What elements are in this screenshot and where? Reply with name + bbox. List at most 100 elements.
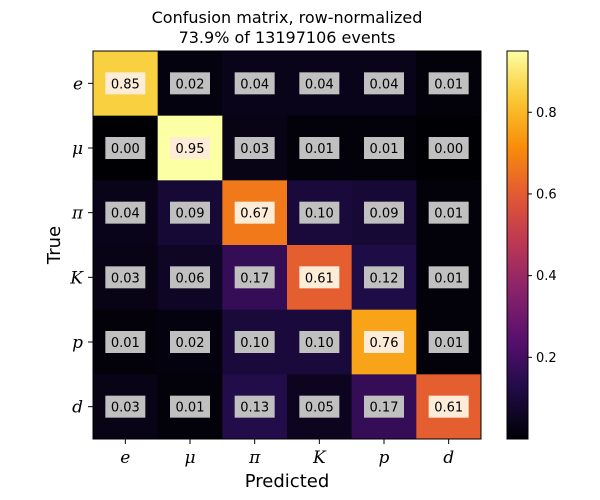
cell-value-label: 0.67	[240, 207, 269, 222]
cell-value-label: 0.02	[176, 77, 205, 92]
colorbar-tick-label: 0.8	[536, 106, 557, 121]
colorbar-tick-label: 0.6	[536, 187, 557, 202]
cell-label-box	[364, 395, 404, 418]
y-axis-label: True	[44, 226, 65, 265]
cell-value-label: 0.17	[370, 401, 399, 416]
chart-title-line2: 73.9% of 13197106 events	[179, 28, 396, 47]
cell-label-box	[299, 266, 340, 289]
cell-label-box	[364, 331, 404, 353]
cell-label-box	[428, 266, 469, 289]
cell-value-label: 0.04	[305, 77, 334, 92]
cell-value-label: 0.01	[370, 142, 399, 157]
y-tick-label: d	[72, 398, 83, 418]
cell-value-label: 0.95	[176, 142, 205, 157]
cell-value-label: 0.04	[240, 77, 269, 92]
y-tick-label: π	[71, 204, 84, 224]
cell-value-label: 0.01	[434, 207, 463, 222]
x-tick-label: K	[312, 448, 327, 468]
heatmap-cells: 0.85 0.02 0.04 0.04 0.04 0.01 0.00 0.95 0.03 0.01…	[93, 51, 482, 440]
cell-label-box	[105, 201, 146, 224]
x-tick-label: e	[120, 448, 130, 468]
cell-value-label: 0.03	[111, 401, 140, 416]
cell-label-box	[234, 72, 275, 95]
cell-label-box	[105, 266, 146, 289]
cell-label-box	[170, 331, 210, 353]
y-tick-label: μ	[72, 139, 83, 159]
cell-label-box	[170, 395, 210, 418]
cell-value-label: 0.01	[176, 401, 205, 416]
cell-value-label: 0.05	[305, 401, 334, 416]
cell-label-box	[428, 137, 469, 159]
x-tick-label: d	[443, 448, 454, 468]
x-tick-label: μ	[184, 448, 195, 468]
cell-label-box	[299, 137, 340, 159]
y-tick-labels: e μ π Kp d	[69, 74, 93, 418]
cell-value-label: 0.12	[370, 271, 399, 286]
cell-value-label: 0.10	[305, 336, 334, 351]
cell-label-box	[364, 137, 404, 159]
cell-label-box	[364, 266, 404, 289]
cell-value-label: 0.09	[176, 207, 205, 222]
plot-frame	[92, 50, 482, 440]
cell-value-label: 0.02	[176, 336, 205, 351]
x-tick-label: p	[379, 448, 390, 468]
cell-label-box	[299, 395, 340, 418]
cell-value-label: 0.01	[305, 142, 334, 157]
cell-label-box	[170, 266, 210, 289]
cell-value-label: 0.03	[240, 142, 269, 157]
cell-value-label: 0.06	[176, 271, 205, 286]
cell-value-label: 0.85	[111, 77, 140, 92]
cell-label-box	[428, 72, 469, 95]
cell-label-box	[105, 72, 146, 95]
cell-value-label: 0.13	[240, 401, 269, 416]
cell-value-label: 0.10	[240, 336, 269, 351]
cell-label-box	[234, 201, 275, 224]
x-tick-label: π	[248, 448, 261, 468]
cell-label-box	[105, 331, 146, 353]
colorbar-tick-label: 0.2	[536, 351, 557, 366]
cell-label-box	[234, 137, 275, 159]
cell-label-box	[299, 201, 340, 224]
cell-label-box	[299, 72, 340, 95]
cell-value-label: 0.01	[434, 77, 463, 92]
chart-title-line1: Confusion matrix, row-normalized	[152, 8, 423, 27]
x-axis-label: Predicted	[245, 471, 330, 492]
cell-label-box	[170, 201, 210, 224]
cell-value-label: 0.61	[434, 401, 463, 416]
cell-value-label: 0.00	[111, 142, 140, 157]
cell-value-label: 0.03	[111, 271, 140, 286]
cell-value-label: 0.01	[434, 271, 463, 286]
cell-value-label: 0.61	[305, 271, 334, 286]
y-tick-label: p	[72, 333, 83, 353]
colorbar	[506, 50, 529, 440]
colorbar-tick-label: 0.4	[536, 269, 557, 284]
cell-value-label: 0.01	[111, 336, 140, 351]
cell-label-box	[299, 331, 340, 353]
cell-label-box	[105, 137, 146, 159]
cell-label-box	[105, 395, 146, 418]
cell-value-label: 0.04	[370, 77, 399, 92]
cell-label-box	[170, 137, 210, 159]
cell-value-label: 0.17	[240, 271, 269, 286]
cell-label-box	[364, 72, 404, 95]
cell-label-box	[428, 331, 469, 353]
y-tick-label: e	[73, 74, 83, 94]
y-tick-label: K	[69, 268, 84, 288]
cell-label-box	[364, 201, 404, 224]
cell-value-label: 0.01	[434, 336, 463, 351]
cell-label-box	[428, 395, 469, 418]
cell-label-box	[234, 266, 275, 289]
cell-value-label: 0.76	[370, 336, 399, 351]
cell-label-box	[234, 395, 275, 418]
cell-label-box	[170, 72, 210, 95]
colorbar-ticks: 0.2 0.4 0.6 0.8	[528, 106, 557, 366]
cell-value-label: 0.00	[434, 142, 463, 157]
cell-label-box	[428, 201, 469, 224]
cell-value-label: 0.04	[111, 207, 140, 222]
cell-value-label: 0.09	[370, 207, 399, 222]
cell-label-box	[234, 331, 275, 353]
cell-value-label: 0.10	[305, 207, 334, 222]
